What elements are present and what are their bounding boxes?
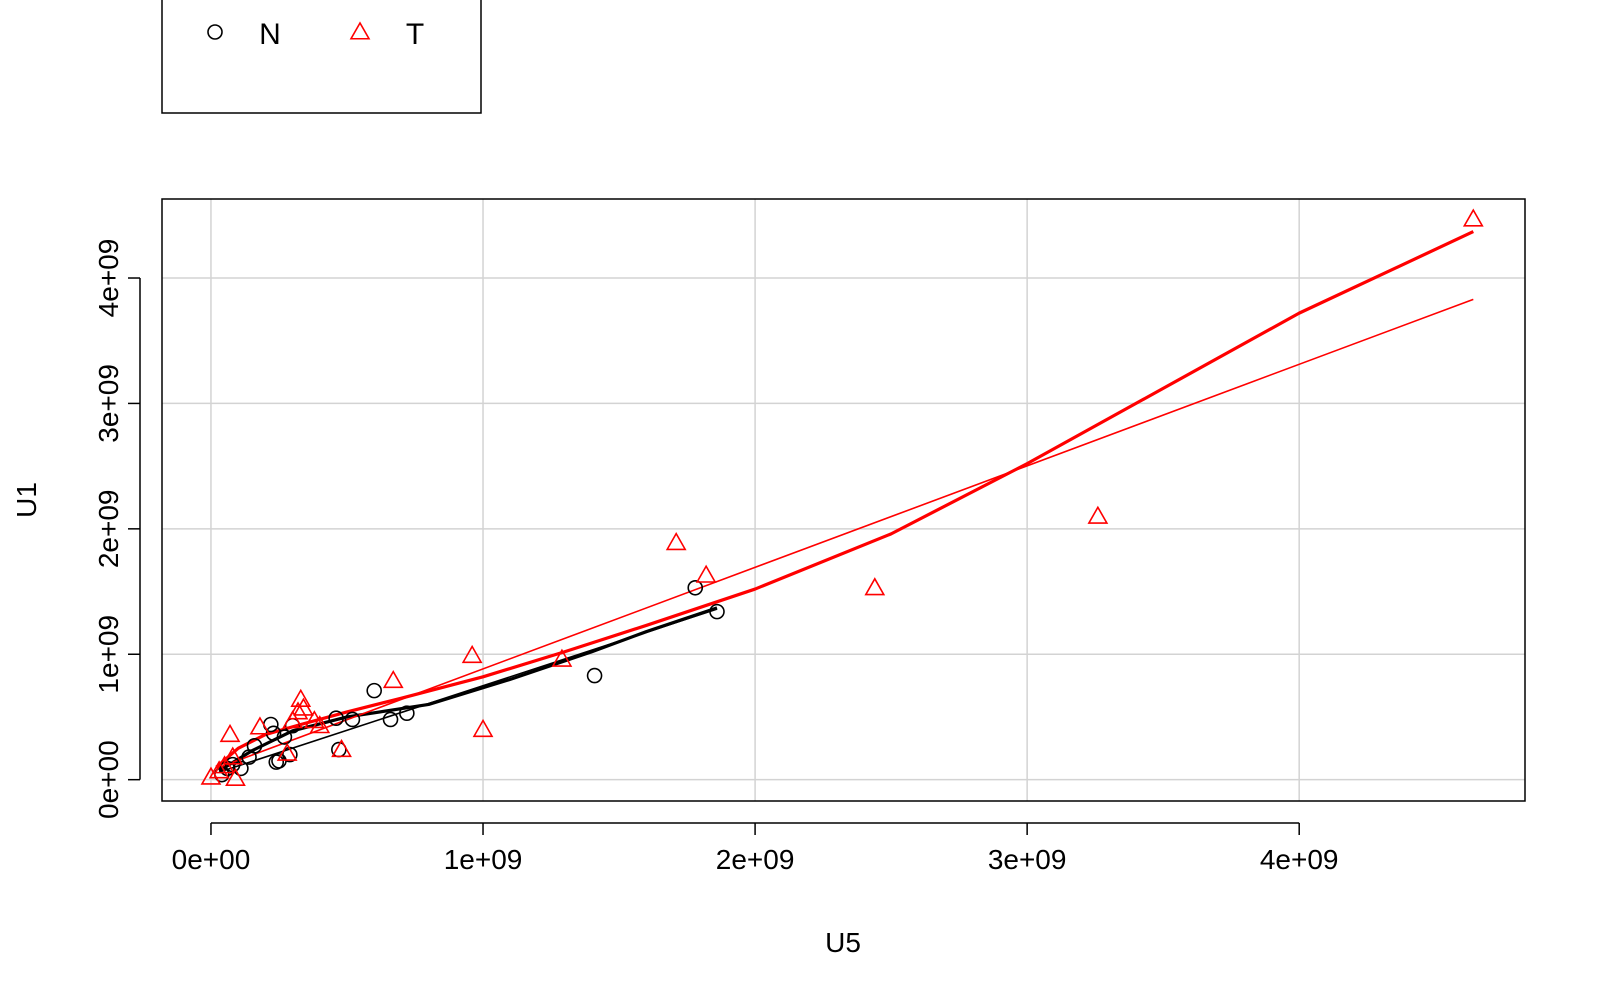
y-tick-label-2: 2e+09 [93, 490, 124, 569]
point-t-3 [219, 723, 241, 743]
x-tick-label-1: 1e+09 [444, 844, 523, 875]
y-tick-label-4: 4e+09 [93, 239, 124, 318]
point-t-9 [287, 701, 309, 720]
fit-line-smooth-t [215, 230, 1474, 769]
point-t-4 [222, 746, 244, 765]
point-t-14 [331, 738, 352, 758]
y-axis-label: U1 [11, 482, 42, 518]
point-t-22 [1087, 505, 1109, 524]
point-t-10 [290, 688, 312, 707]
point-t-5 [225, 767, 246, 786]
point-n-15 [344, 711, 361, 728]
legend-label-t: T [406, 18, 424, 51]
legend-box [161, 0, 482, 114]
y-axis: 0e+00 1e+09 2e+09 3e+09 4e+09 [93, 239, 141, 819]
point-n-10 [276, 729, 293, 745]
point-t-6 [249, 716, 271, 735]
point-t-18 [551, 648, 573, 667]
point-t-13 [309, 715, 331, 734]
point-n-19 [586, 667, 603, 684]
x-axis-label: U5 [825, 927, 861, 958]
point-t-19 [665, 532, 687, 551]
y-tick-label-3: 3e+09 [93, 364, 124, 443]
y-tick-label-1: 1e+09 [93, 615, 124, 694]
point-n-21 [709, 603, 725, 620]
point-n-5 [246, 738, 263, 754]
grid-lines [162, 199, 1525, 801]
legend-marker-n [207, 24, 223, 40]
point-n-13 [328, 710, 344, 727]
point-t-8 [282, 710, 303, 729]
data-points [200, 208, 1484, 786]
x-tick-label-0: 0e+00 [172, 844, 251, 875]
point-n-16 [366, 682, 383, 699]
point-t-17 [472, 718, 494, 738]
point-t-1 [208, 760, 230, 779]
fit-lines [215, 230, 1474, 773]
point-n-18 [399, 705, 415, 722]
point-t-16 [461, 644, 483, 664]
point-t-21 [864, 577, 886, 596]
point-t-23 [1462, 208, 1484, 227]
point-n-17 [382, 711, 399, 728]
legend-label-n: N [259, 18, 281, 51]
point-t-15 [382, 669, 404, 689]
x-axis: 0e+00 1e+09 2e+09 3e+09 4e+09 [172, 822, 1339, 875]
point-t-2 [214, 755, 235, 774]
point-n-20 [687, 579, 704, 596]
plot-frame [161, 198, 1526, 802]
x-tick-label-2: 2e+09 [716, 844, 795, 875]
x-tick-label-4: 4e+09 [1260, 844, 1339, 875]
point-t-0 [200, 766, 222, 785]
point-t-11 [293, 697, 314, 716]
legend-marker-t [349, 21, 371, 40]
y-tick-label-0: 0e+00 [93, 740, 124, 819]
point-t-7 [276, 742, 298, 761]
point-t-20 [695, 564, 717, 583]
fit-line-smooth-n [218, 606, 718, 773]
x-tick-label-3: 3e+09 [988, 844, 1067, 875]
